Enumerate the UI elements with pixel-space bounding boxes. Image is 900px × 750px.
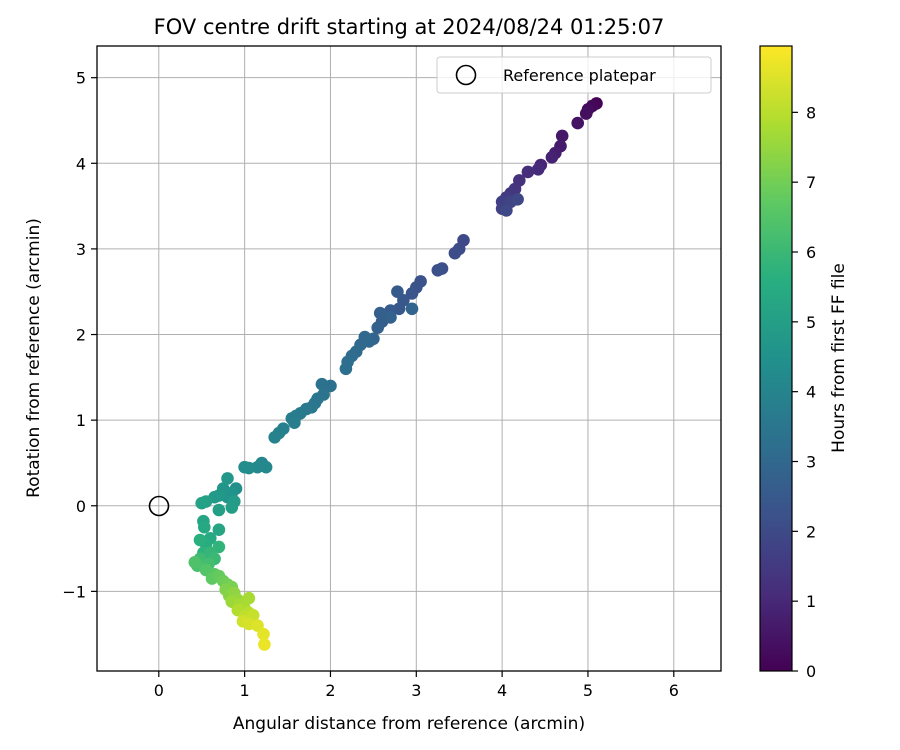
x-tick-label: 1 (240, 681, 250, 700)
scatter-point (258, 638, 271, 651)
reference-platepar-marker (148, 495, 170, 517)
legend-label: Reference platepar (503, 66, 656, 85)
y-tick-label: 1 (76, 411, 86, 430)
scatter-point (500, 204, 513, 217)
x-tick-label: 3 (411, 681, 421, 700)
colorbar-label: Hours from first FF file (829, 263, 849, 453)
scatter-point (579, 107, 593, 120)
scatter-point (555, 129, 569, 143)
x-axis-label: Angular distance from reference (arcmin) (233, 714, 585, 734)
scatter-point (448, 246, 462, 260)
plot-frame (96, 45, 722, 672)
scatter-point (391, 285, 404, 299)
scatter-point (195, 496, 208, 510)
scatter-point (339, 362, 353, 376)
scatter-point (288, 416, 301, 430)
y-tick-label: 4 (76, 154, 86, 173)
scatter-point (384, 311, 397, 324)
scatter-point (511, 193, 524, 206)
x-axis-ticks: 0 1 2 3 4 5 6 (154, 671, 679, 700)
colorbar-tick-label: 3 (806, 453, 816, 472)
y-tick-label: 3 (76, 240, 86, 259)
scatter-point (268, 431, 282, 444)
scatter-point (193, 533, 207, 547)
scatter-point (405, 302, 419, 316)
y-tick-label: 0 (76, 497, 86, 516)
scatter-point (225, 501, 239, 514)
scatter-point (212, 503, 226, 517)
x-tick-label: 4 (497, 681, 507, 700)
scatter-point (405, 287, 419, 300)
scatter-point (242, 591, 256, 605)
scatter-point (188, 556, 202, 569)
x-tick-label: 5 (583, 681, 593, 700)
scatter-point (431, 264, 445, 277)
x-tick-label: 0 (154, 681, 164, 700)
x-tick-label: 6 (669, 681, 679, 700)
scatter-point (315, 377, 329, 391)
legend: Reference platepar (436, 56, 712, 94)
colorbar-tick-label: 1 (806, 592, 816, 611)
scatter-point (373, 306, 387, 320)
colorbar-tick-label: 5 (806, 313, 816, 332)
colorbar-tick-label: 7 (806, 173, 816, 192)
grid-lines (97, 46, 721, 671)
legend-box (436, 56, 712, 94)
scatter-point (238, 460, 251, 474)
scatter-point (531, 163, 545, 176)
scatter-point (521, 165, 535, 179)
colorbar-ticks: 0 1 2 3 4 5 6 7 8 (792, 103, 816, 681)
scatter-point (198, 520, 211, 534)
x-tick-label: 2 (325, 681, 335, 700)
colorbar-gradient (759, 45, 793, 672)
scatter-point (221, 472, 234, 485)
legend-open-circle-marker (455, 64, 477, 86)
y-axis-label: Rotation from reference (arcmin) (24, 218, 44, 498)
y-tick-label: 5 (76, 69, 86, 88)
colorbar-tick-label: 2 (806, 522, 816, 541)
y-axis-ticks: −1 0 1 2 3 4 5 (62, 69, 97, 601)
chart-title: FOV centre drift starting at 2024/08/24 … (154, 15, 665, 39)
colorbar-tick-label: 4 (806, 383, 816, 402)
y-tick-label: −1 (62, 582, 86, 601)
scatter-point (545, 151, 559, 164)
scatter-point (371, 321, 385, 335)
colorbar-tick-label: 6 (806, 243, 816, 262)
scatter-point (212, 523, 226, 536)
scatter-point (257, 627, 270, 641)
colorbar-tick-label: 0 (806, 662, 816, 681)
y-tick-label: 2 (76, 326, 86, 345)
scatter-points (188, 97, 603, 651)
scatter-point (571, 116, 584, 130)
colorbar: 0 1 2 3 4 5 6 7 8 Hours from first FF file (759, 45, 849, 681)
colorbar-tick-label: 8 (806, 103, 816, 122)
